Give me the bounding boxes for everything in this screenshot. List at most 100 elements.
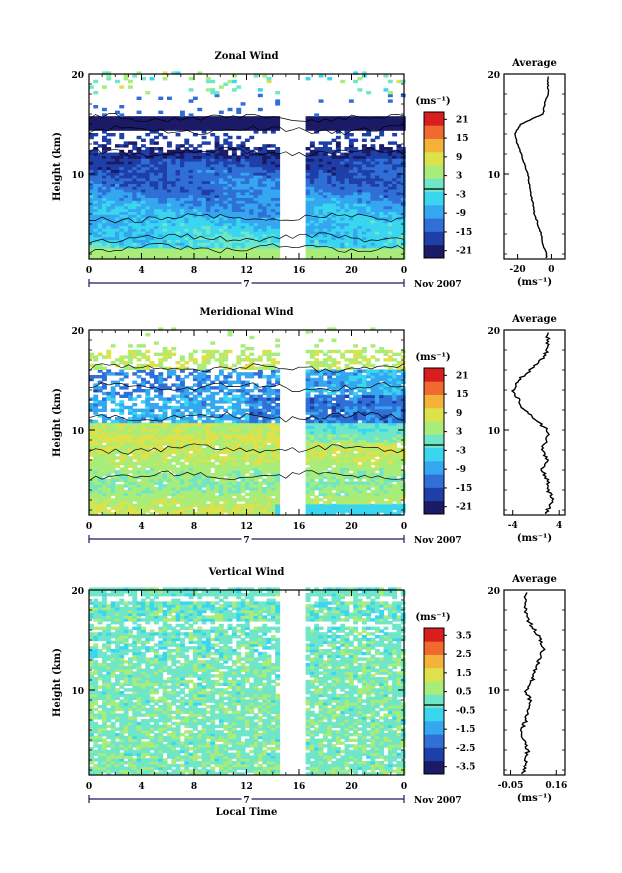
heatmap-cell	[128, 225, 133, 229]
heatmap-cell	[128, 239, 133, 243]
heatmap-cell	[106, 177, 112, 182]
heatmap-cell	[162, 71, 168, 75]
heatmap-cell	[128, 247, 133, 252]
heatmap-cell	[171, 175, 177, 179]
heatmap-cell	[89, 127, 94, 131]
heatmap-cell	[167, 191, 172, 196]
heatmap-cell	[167, 124, 172, 128]
heatmap-cell	[171, 124, 177, 128]
heatmap-cell	[335, 141, 341, 145]
heatmap-cell	[154, 172, 159, 176]
heatmap-cell	[167, 169, 172, 173]
heatmap-cell	[167, 194, 172, 198]
heatmap-cell	[154, 250, 159, 254]
heatmap-cell	[188, 88, 194, 92]
heatmap-cell	[154, 130, 159, 134]
heatmap-cell	[102, 172, 107, 176]
heatmap-cell	[154, 228, 159, 232]
heatmap-cell	[175, 197, 181, 201]
heatmap-cell	[102, 217, 107, 221]
heatmap-cell	[180, 110, 185, 114]
heatmap-cell	[180, 363, 185, 368]
heatmap-cell	[128, 163, 133, 168]
heatmap-cell	[119, 386, 125, 390]
heatmap-cell	[119, 250, 125, 254]
heatmap-cell	[106, 228, 112, 232]
colorbar-tick-label: -21	[456, 247, 472, 257]
heatmap-cell	[132, 200, 138, 204]
heatmap-cell	[210, 341, 216, 345]
heatmap-cell	[141, 149, 146, 154]
heatmap-cell	[154, 394, 159, 398]
heatmap-cell	[145, 217, 151, 221]
heatmap-cell	[162, 253, 168, 257]
heatmap-cell	[162, 189, 168, 193]
heatmap-cell	[115, 372, 120, 376]
heatmap-cell	[106, 163, 112, 168]
heatmap-cell	[119, 355, 125, 359]
heatmap-cell	[136, 358, 142, 362]
heatmap-cell	[396, 144, 402, 148]
heatmap-cell	[262, 144, 268, 148]
heatmap-cell	[110, 189, 116, 193]
heatmap-cell	[89, 119, 94, 123]
heatmap-cell	[322, 141, 328, 145]
heatmap-cell	[253, 147, 259, 151]
heatmap-cell	[115, 116, 120, 120]
heatmap-cell	[106, 124, 112, 128]
heatmap-cell	[89, 203, 94, 207]
heatmap-cell	[158, 231, 164, 235]
heatmap-cell	[136, 96, 142, 100]
heatmap-cell	[115, 172, 120, 176]
heatmap-cell	[214, 464, 220, 468]
heatmap-cell	[175, 183, 181, 187]
heatmap-cell	[171, 236, 177, 240]
heatmap-cell	[102, 397, 107, 401]
heatmap-cell	[145, 166, 151, 170]
heatmap-cell	[89, 200, 94, 204]
heatmap-cell	[175, 144, 181, 148]
heatmap-cell	[227, 372, 233, 376]
heatmap-cell	[162, 247, 168, 252]
heatmap-cell	[128, 191, 133, 196]
heatmap-cell	[115, 233, 120, 238]
heatmap-cell	[106, 77, 112, 81]
heatmap-cell	[149, 361, 155, 365]
heatmap-cell	[102, 152, 107, 156]
heatmap-cell	[154, 152, 159, 156]
heatmap-cell	[171, 208, 177, 212]
heatmap-cell	[136, 245, 142, 249]
heatmap-cell	[106, 239, 112, 243]
heatmap-cell	[119, 377, 125, 382]
heatmap-cell	[171, 149, 177, 154]
heatmap-cell	[136, 149, 142, 154]
heatmap-cell	[167, 225, 172, 229]
heatmap-cell	[145, 205, 151, 210]
heatmap-cell	[175, 394, 181, 398]
heatmap-cell	[158, 200, 164, 204]
heatmap-cell	[158, 222, 164, 226]
heatmap-cell	[149, 152, 155, 156]
heatmap-cell	[180, 377, 185, 382]
heatmap-cell	[115, 225, 120, 229]
heatmap-cell	[175, 236, 181, 240]
heatmap-cell	[162, 231, 168, 235]
heatmap-cell	[184, 191, 190, 196]
heatmap-cell	[110, 197, 116, 201]
heatmap-cell	[97, 386, 103, 390]
heatmap-cell	[158, 191, 164, 196]
heatmap-cell	[136, 205, 142, 210]
heatmap-cell	[180, 121, 185, 126]
colorbar-tick-label: 9	[456, 153, 462, 163]
heatmap-cell	[184, 183, 190, 187]
x-tick-label: 0	[401, 266, 407, 276]
heatmap-cell	[387, 79, 393, 84]
heatmap-cell	[167, 180, 172, 184]
heatmap-cell	[106, 116, 112, 120]
heatmap-cell	[123, 186, 129, 190]
heatmap-cell	[205, 141, 211, 145]
heatmap-cell	[136, 383, 142, 387]
heatmap-cell	[162, 172, 168, 176]
heatmap-cell	[171, 161, 177, 165]
heatmap-cell	[106, 208, 112, 212]
